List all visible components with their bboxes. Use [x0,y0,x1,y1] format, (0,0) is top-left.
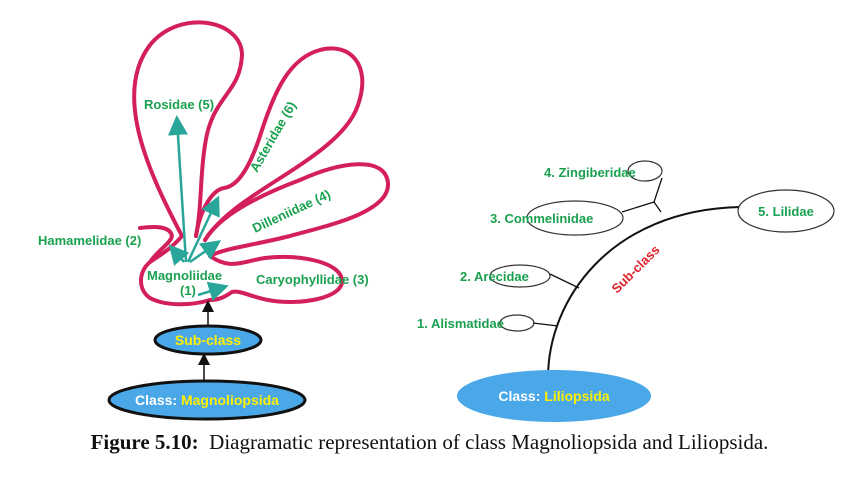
figure-caption: Figure 5.10: Diagramatic representation … [0,430,859,455]
caryophyllidae-label: Caryophyllidae (3) [256,272,369,287]
commelinidae-label: 3. Commelinidae [490,211,593,226]
zingiberidae-label: 4. Zingiberidae [544,165,636,180]
class-name: Magnoliopsida [181,392,279,408]
fork-commelinidae [621,201,655,213]
arrow-to-asteridae [186,195,220,263]
arrow-to-rosidae [167,115,188,263]
hamamelidae-petal [138,225,174,264]
class-liliopsida-label: Class: Liliopsida [498,388,609,404]
fork-stem [653,201,662,213]
subclass-branch-label: Sub-class [609,242,663,296]
alismatidae-branch [532,322,559,327]
hamamelidae-label: Hamamelidae (2) [38,233,141,248]
asteridae-petal [194,46,365,242]
arrow-to-hamamelidae [168,244,190,266]
figure-caption-text: Diagramatic representation of class Magn… [209,430,769,454]
class-name-right: Liliopsida [544,388,610,404]
arecidae-label: 2. Arecidae [460,269,529,284]
class-prefix: Class: [135,392,181,408]
zingiberidae-ellipse [627,160,663,182]
magnoliopsida-diagram: Rosidae (5) Asteridae (6) Dilleniidae (4… [38,20,391,421]
arrow-to-caryophyllidae [197,281,229,301]
petal-outlines [132,20,391,307]
class-magnoliopsida-label: Class: Magnoliopsida [135,392,279,408]
magnoliidae-base [139,234,212,307]
lilidae-ellipse [737,189,835,233]
magnoliidae-label: Magnoliidae [147,268,222,283]
lilidae-label: 5. Lilidae [758,204,814,219]
class-magnoliopsida-ellipse [107,379,307,421]
fork-zingiberidae [653,177,663,203]
alismatidae-ellipse [499,314,535,332]
magnoliidae-number: (1) [180,283,196,298]
lineage-arrows [167,115,229,301]
rosidae-petal [132,20,244,238]
subclass-ellipse [153,324,263,356]
rosidae-label: Rosidae (5) [144,97,214,112]
main-branch [547,206,741,379]
class-prefix-right: Class: [498,388,544,404]
arrow-to-dilleniidae [189,240,222,264]
arecidae-ellipse [489,264,551,288]
liliopsida-diagram: Sub-class 5. Lilidae 4. Zingiberidae 3. … [417,160,835,422]
alismatidae-label: 1. Alismatidae [417,316,504,331]
subclass-label: Sub-class [175,332,241,348]
figure-number: Figure 5.10: [90,430,199,454]
dilleniidae-petal [203,162,391,258]
arecidae-branch [549,273,580,289]
class-liliopsida-ellipse [457,370,651,422]
caryophyllidae-petal [208,254,344,304]
asteridae-label: Asteridae (6) [247,99,299,175]
commelinidae-ellipse [526,200,624,236]
